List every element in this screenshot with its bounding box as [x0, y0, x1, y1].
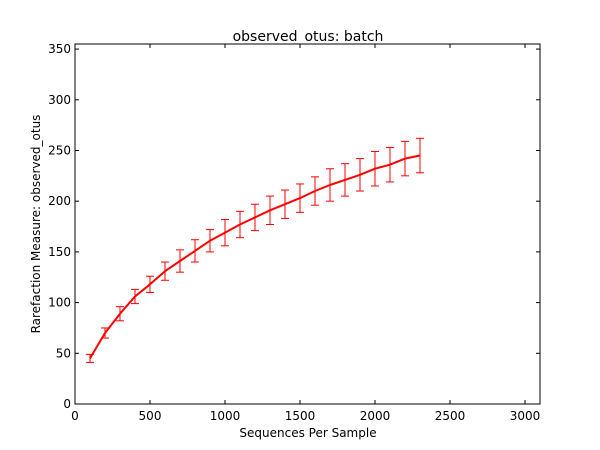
x-tick-label-4: 2000: [360, 409, 391, 423]
error-bar-9: [221, 218, 229, 247]
error-bar-16: [326, 168, 334, 202]
error-bar-17: [341, 163, 349, 197]
y-tick-label-0: 0: [63, 397, 71, 411]
error-bar-18: [356, 158, 364, 192]
y-tick-label-2: 100: [48, 296, 71, 310]
error-bar-20: [386, 146, 394, 183]
y-tick-label-1: 50: [56, 346, 71, 360]
y-tick-label-5: 250: [48, 143, 71, 157]
error-bar-3: [131, 288, 139, 305]
x-axis: 0 500 1000 1500 2000 2500 3000: [71, 44, 540, 423]
error-bar-13: [281, 189, 289, 219]
error-bar-21: [401, 140, 409, 177]
error-bar-4: [146, 275, 154, 293]
y-axis: 0 50 100 150 200 250 300 350: [48, 42, 540, 411]
y-tick-label-6: 300: [48, 93, 71, 107]
x-tick-label-0: 0: [71, 409, 79, 423]
error-bar-6: [176, 249, 184, 273]
error-bar-19: [371, 150, 379, 187]
x-tick-label-5: 2500: [435, 409, 466, 423]
error-bar-14: [296, 183, 304, 213]
y-tick-label-7: 350: [48, 42, 71, 56]
error-bar-10: [236, 210, 244, 239]
error-bar-2: [116, 306, 124, 322]
error-bar-1: [101, 327, 109, 339]
error-bar-7: [191, 239, 199, 263]
x-tick-label-3: 1500: [285, 409, 316, 423]
error-bar-12: [266, 195, 274, 226]
y-axis-label: Rarefaction Measure: observed_otus: [29, 115, 43, 334]
chart-title: observed_otus: batch: [233, 29, 384, 45]
x-tick-label-2: 1000: [210, 409, 241, 423]
x-tick-label-6: 3000: [510, 409, 541, 423]
error-bar-11: [251, 203, 259, 232]
error-bar-5: [161, 261, 169, 281]
x-axis-label: Sequences Per Sample: [239, 426, 376, 440]
x-tick-label-1: 500: [139, 409, 162, 423]
error-bar-15: [311, 176, 319, 206]
plot-frame: [74, 43, 541, 405]
y-tick-label-4: 200: [48, 194, 71, 208]
error-bar-0: [86, 353, 94, 363]
error-bar-8: [206, 229, 214, 253]
error-bar-22: [416, 137, 424, 174]
y-tick-label-3: 150: [48, 245, 71, 259]
plot-area: [86, 137, 424, 363]
